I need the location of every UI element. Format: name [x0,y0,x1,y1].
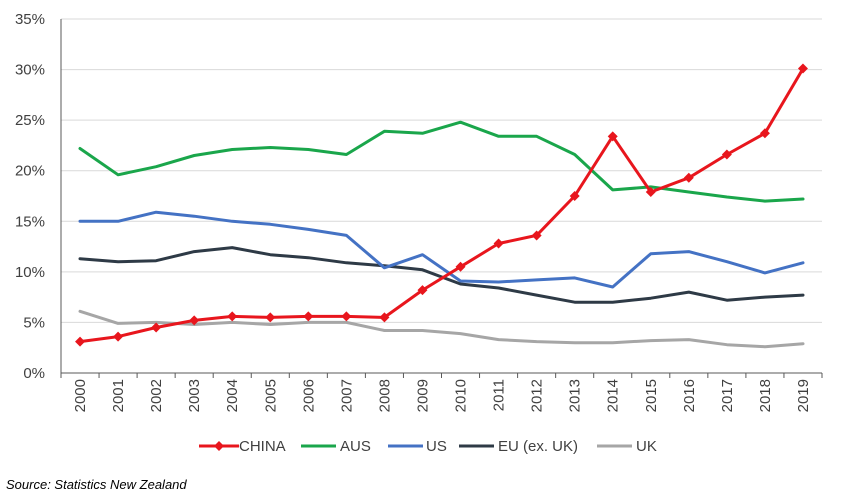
legend-marker [214,441,224,451]
x-tick-label: 2007 [338,379,355,412]
x-tick-label: 2016 [681,379,698,412]
legend-item: CHINA [199,438,286,455]
data-point [607,131,618,142]
data-point [493,238,504,249]
data-point [455,261,466,272]
data-point [417,285,428,296]
x-tick-label: 2012 [529,379,546,412]
data-point [759,128,770,139]
legend-label: US [426,438,447,455]
legend-item: EU (ex. UK) [459,438,578,455]
x-tick-label: 2008 [376,379,393,412]
series-line [78,309,805,349]
y-tick-label: 0% [23,365,45,382]
y-tick-label: 10% [15,264,45,281]
series-line [78,67,805,344]
legend-label: UK [636,438,657,455]
legend-label: AUS [340,438,371,455]
x-tick-label: 2004 [224,379,241,412]
x-tick-label: 2005 [262,379,279,412]
x-tick-label: 2000 [72,379,89,412]
source-note: Source: Statistics New Zealand [6,477,187,492]
x-tick-label: 2006 [300,379,317,412]
x-tick-label: 2018 [757,379,774,412]
data-point [683,172,694,183]
data-point [379,312,390,323]
x-tick-label: 2001 [110,379,127,412]
x-tick-label: 2015 [643,379,660,412]
series-aus [78,120,805,203]
data-point [531,230,542,241]
x-tick-label: 2003 [186,379,203,412]
data-point [113,331,124,342]
x-tick-label: 2011 [491,379,508,411]
series-us [78,210,805,289]
series-china [75,63,808,347]
series-uk [78,309,805,349]
legend-item: UK [597,438,657,455]
legend-item: US [388,438,447,455]
y-tick-label: 20% [15,163,45,180]
data-point [265,312,276,323]
data-point [645,186,656,197]
axes [60,19,823,378]
gridlines [61,18,822,323]
data-point [151,322,162,333]
legend-label: EU (ex. UK) [498,438,578,455]
data-point [797,63,808,74]
x-tick-label: 2010 [453,379,470,412]
data-point [227,311,238,322]
series-group [75,63,808,349]
y-tick-label: 35% [15,11,45,28]
x-tick-label: 2013 [567,379,584,412]
series-eu-ex-uk [78,246,805,304]
series-line [78,210,805,289]
data-point [189,315,200,326]
data-point [569,191,580,201]
data-point [721,149,732,160]
legend-item: AUS [301,438,371,455]
series-line [78,120,805,203]
x-tick-label: 2009 [414,379,431,412]
x-tick-label: 2002 [148,379,165,412]
legend-label: CHINA [239,438,286,455]
series-line [78,246,805,304]
data-point [75,336,86,347]
y-tick-label: 25% [15,112,45,129]
y-axis-ticks: 0% 5% 10% 15% 20% 25% 30% 35% [15,11,45,382]
y-tick-label: 5% [23,314,45,331]
data-point [341,311,352,322]
y-tick-label: 30% [15,62,45,79]
x-axis-ticks: 2000 2001 2002 2003 2004 2005 2006 2007 2008 2009… [72,379,812,412]
x-tick-label: 2019 [795,379,812,412]
data-point [303,311,314,322]
y-tick-label: 15% [15,213,45,230]
x-tick-label: 2014 [605,379,622,412]
legend: CHINA AUS US EU (ex. UK) UK [199,438,657,455]
x-tick-label: 2017 [719,379,736,412]
